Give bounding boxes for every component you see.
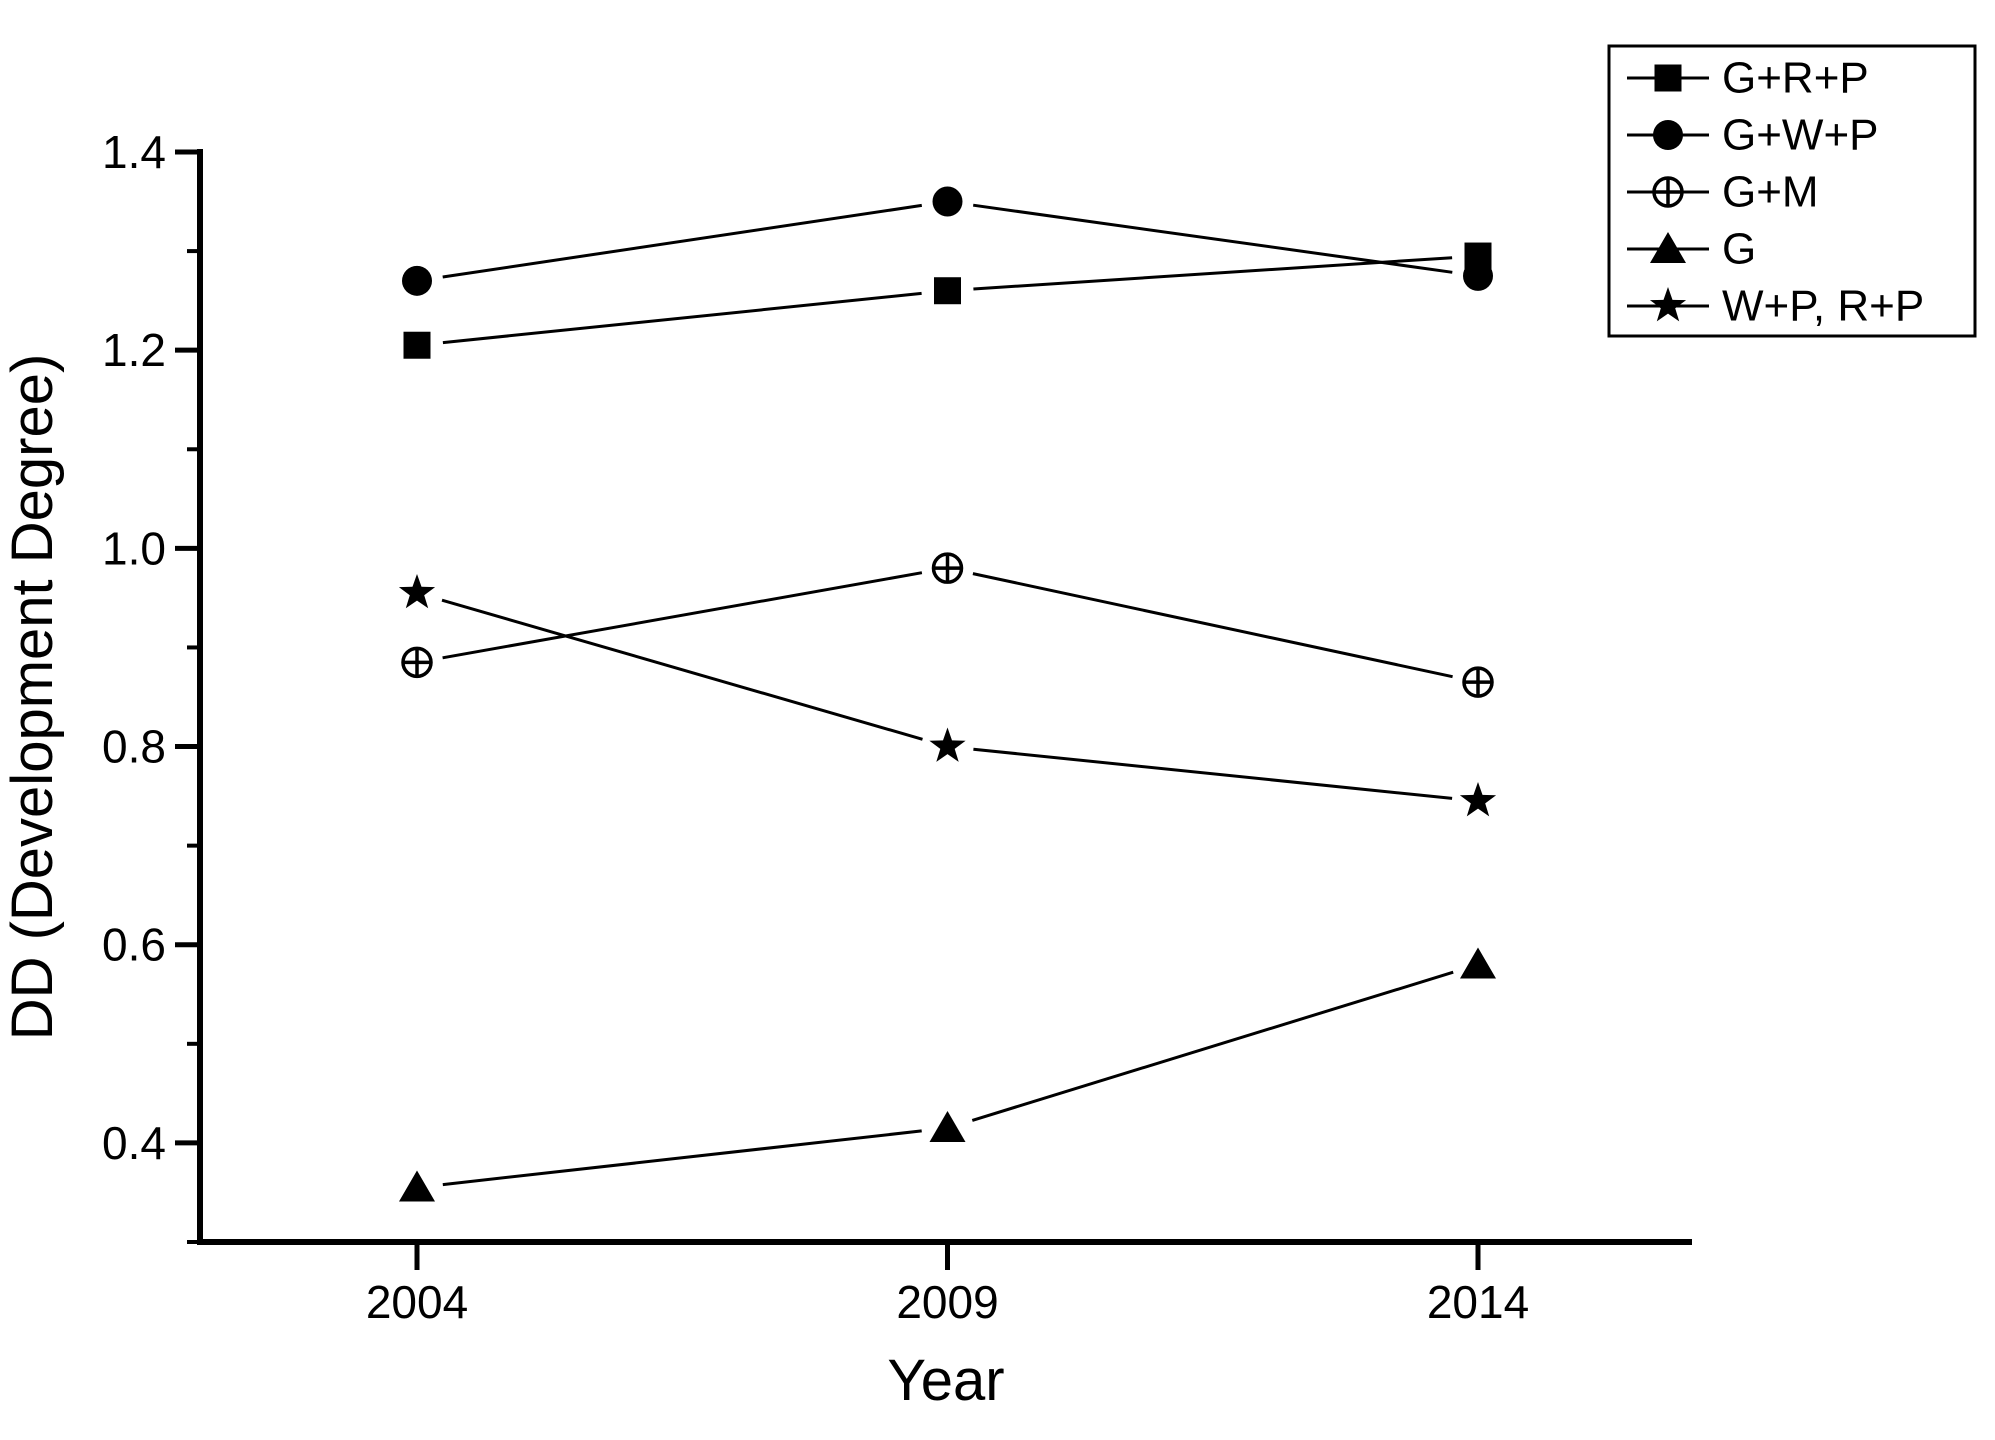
legend-item-label: W+P, R+P <box>1722 282 1924 331</box>
series-line-segment <box>972 572 1453 679</box>
marker-filled-star <box>398 574 436 609</box>
marker-circle-plus <box>931 552 964 584</box>
series-g <box>399 947 1496 1202</box>
y-tick-label: 1.0 <box>102 522 166 574</box>
marker-filled-circle <box>932 186 963 217</box>
marker-circle-plus <box>1462 666 1494 698</box>
marker-filled-circle <box>1463 260 1493 291</box>
marker-filled-triangle <box>1650 232 1686 263</box>
marker-circle-plus <box>1652 176 1684 208</box>
legend-item-label: G <box>1722 225 1756 274</box>
legend-item: G+R+P <box>1627 54 1869 103</box>
series-line-segment <box>442 1129 922 1187</box>
marker-filled-triangle <box>929 1111 966 1143</box>
y-axis-title: DD (Development Degree) <box>0 354 65 1041</box>
series-g-r-p <box>403 242 1492 359</box>
series-g-m <box>401 552 1494 698</box>
x-tick-label: 2004 <box>366 1276 468 1328</box>
series-line-segment <box>971 970 1454 1122</box>
legend-item: W+P, R+P <box>1627 282 1924 331</box>
series-line-segment <box>442 291 922 345</box>
series-line-segment <box>442 203 923 279</box>
series-line-segment <box>442 571 923 660</box>
y-tick-label: 1.4 <box>102 126 166 178</box>
marker-filled-triangle <box>1460 947 1496 979</box>
marker-filled-star <box>1649 287 1687 322</box>
y-tick-label: 1.2 <box>102 324 166 376</box>
legend-item: G+W+P <box>1627 111 1879 160</box>
y-tick-label: 0.8 <box>102 721 166 773</box>
series-line-segment <box>973 747 1453 800</box>
legend-item-label: G+R+P <box>1722 54 1869 103</box>
marker-circle-plus <box>401 646 433 679</box>
marker-filled-square <box>1654 64 1682 92</box>
legend-item: G+M <box>1627 168 1819 217</box>
legend-item-label: G+W+P <box>1722 111 1879 160</box>
x-axis-title: Year <box>887 1348 1004 1413</box>
series-w-p-r-p <box>398 574 1497 817</box>
y-tick-label: 0.6 <box>102 919 166 971</box>
marker-filled-square <box>934 277 961 305</box>
series-line-segment <box>972 203 1453 274</box>
series-line-segment <box>973 256 1453 291</box>
plot-area <box>398 186 1497 1202</box>
marker-filled-square <box>403 331 431 359</box>
marker-filled-star <box>929 727 966 762</box>
y-tick-label: 0.4 <box>102 1117 166 1169</box>
series-g-w-p <box>402 186 1493 296</box>
series-line-segment <box>441 598 923 741</box>
axes: 0.4 0.6 0.8 1.0 1.2 1.4 2004 2009 2014 <box>102 126 1692 1328</box>
legend-item: G <box>1627 225 1756 274</box>
marker-filled-circle <box>402 265 432 296</box>
marker-filled-star <box>1459 782 1497 817</box>
legend: G+R+P G+W+P G+M G W+P, R+P <box>1607 44 1977 338</box>
x-tick-label: 2009 <box>896 1276 998 1328</box>
marker-filled-triangle <box>399 1170 435 1202</box>
x-tick-label: 2014 <box>1427 1276 1529 1328</box>
legend-item-label: G+M <box>1722 168 1819 217</box>
marker-filled-circle <box>1653 120 1683 150</box>
